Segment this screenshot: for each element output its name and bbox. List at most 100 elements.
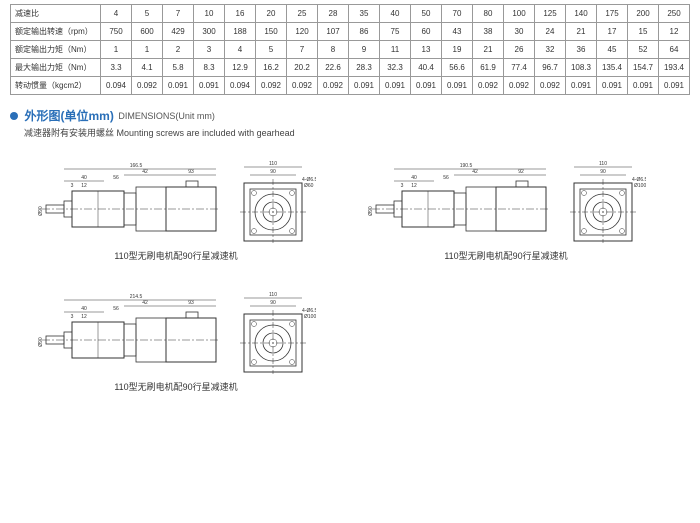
svg-text:166.5: 166.5 <box>130 163 143 169</box>
svg-text:56: 56 <box>113 306 119 312</box>
svg-text:12: 12 <box>81 183 87 189</box>
table-cell: 52 <box>628 41 659 59</box>
table-cell: 24 <box>535 23 566 41</box>
table-cell: 22.6 <box>318 59 349 77</box>
table-cell: 175 <box>597 5 628 23</box>
table-cell: 75 <box>380 23 411 41</box>
table-cell: 28 <box>318 5 349 23</box>
table-cell: 600 <box>132 23 163 41</box>
table-cell: 64 <box>659 41 690 59</box>
table-cell: 4.1 <box>132 59 163 77</box>
row-label: 减速比 <box>11 5 101 23</box>
table-cell: 35 <box>349 5 380 23</box>
table-cell: 154.7 <box>628 59 659 77</box>
diagram-block: 214.5 42 93 40 56 3 12 Ø90 110 90 4-Ø6.5… <box>16 288 336 393</box>
table-cell: 0.091 <box>163 77 194 95</box>
table-cell: 19 <box>442 41 473 59</box>
section-subtitle: 减速器附有安装用螺丝 Mounting screws are included … <box>0 126 700 149</box>
table-cell: 750 <box>101 23 132 41</box>
table-cell: 0.092 <box>256 77 287 95</box>
table-cell: 32.3 <box>380 59 411 77</box>
table-cell: 5 <box>132 5 163 23</box>
table-cell: 0.092 <box>132 77 163 95</box>
table-cell: 0.092 <box>535 77 566 95</box>
table-row: 转动惯量（kgcm2）0.0940.0920.0910.0910.0940.09… <box>11 77 690 95</box>
svg-text:214.5: 214.5 <box>130 294 143 300</box>
table-cell: 0.092 <box>504 77 535 95</box>
table-cell: 50 <box>411 5 442 23</box>
table-cell: 20 <box>256 5 287 23</box>
svg-text:93: 93 <box>188 169 194 175</box>
row-label: 额定输出转速（rpm） <box>11 23 101 41</box>
svg-text:56: 56 <box>443 175 449 181</box>
side-view-drawing: 166.5 42 93 40 56 3 12 Ø90 <box>36 157 226 245</box>
svg-text:12: 12 <box>81 314 87 320</box>
table-cell: 0.091 <box>597 77 628 95</box>
table-cell: 100 <box>504 5 535 23</box>
svg-text:40: 40 <box>81 175 87 181</box>
table-cell: 86 <box>349 23 380 41</box>
table-cell: 32 <box>535 41 566 59</box>
table-cell: 5 <box>256 41 287 59</box>
table-cell: 120 <box>287 23 318 41</box>
table-cell: 300 <box>194 23 225 41</box>
table-cell: 0.091 <box>194 77 225 95</box>
table-cell: 0.094 <box>101 77 132 95</box>
svg-text:Ø60: Ø60 <box>304 183 314 189</box>
table-cell: 8.3 <box>194 59 225 77</box>
table-cell: 77.4 <box>504 59 535 77</box>
svg-text:12: 12 <box>411 183 417 189</box>
table-cell: 80 <box>473 5 504 23</box>
front-view-drawing: 110 90 4-Ø6.5 Ø100 <box>560 157 646 245</box>
diagrams-area: 166.5 42 93 40 56 3 12 Ø90 110 90 4-Ø6.5… <box>0 149 700 393</box>
table-cell: 108.3 <box>566 59 597 77</box>
table-cell: 0.094 <box>225 77 256 95</box>
svg-text:93: 93 <box>188 300 194 306</box>
table-cell: 125 <box>535 5 566 23</box>
svg-text:190.5: 190.5 <box>460 163 473 169</box>
section-title-en: DIMENSIONS(Unit mm) <box>118 111 215 121</box>
table-cell: 43 <box>442 23 473 41</box>
svg-text:110: 110 <box>599 161 607 167</box>
table-cell: 7 <box>163 5 194 23</box>
table-cell: 0.091 <box>380 77 411 95</box>
svg-text:Ø90: Ø90 <box>368 206 374 216</box>
svg-text:90: 90 <box>270 300 276 306</box>
table-cell: 10 <box>194 5 225 23</box>
table-cell: 28.3 <box>349 59 380 77</box>
svg-text:3: 3 <box>71 183 74 189</box>
table-cell: 5.8 <box>163 59 194 77</box>
table-cell: 3.3 <box>101 59 132 77</box>
table-cell: 0.092 <box>318 77 349 95</box>
table-cell: 3 <box>194 41 225 59</box>
row-label: 最大输出力矩（Nm） <box>11 59 101 77</box>
table-cell: 40.4 <box>411 59 442 77</box>
svg-text:Ø90: Ø90 <box>38 206 44 216</box>
table-cell: 0.092 <box>473 77 504 95</box>
svg-text:Ø100: Ø100 <box>634 183 646 189</box>
table-cell: 25 <box>287 5 318 23</box>
table-cell: 21 <box>566 23 597 41</box>
table-cell: 45 <box>597 41 628 59</box>
table-row: 额定输出力矩（Nm）11234578911131921263236455264 <box>11 41 690 59</box>
diagram-caption: 110型无刷电机配90行星减速机 <box>444 249 567 262</box>
svg-text:3: 3 <box>71 314 74 320</box>
diagram-block: 190.5 42 92 40 56 3 12 Ø90 110 90 4-Ø6.5… <box>346 157 666 262</box>
table-cell: 61.9 <box>473 59 504 77</box>
table-cell: 9 <box>349 41 380 59</box>
front-view-drawing: 110 90 4-Ø6.5 Ø100 <box>230 288 316 376</box>
svg-text:3: 3 <box>401 183 404 189</box>
table-cell: 1 <box>132 41 163 59</box>
table-cell: 4 <box>101 5 132 23</box>
table-cell: 193.4 <box>659 59 690 77</box>
table-cell: 21 <box>473 41 504 59</box>
diagram-caption: 110型无刷电机配90行星减速机 <box>114 380 237 393</box>
side-view-drawing: 190.5 42 92 40 56 3 12 Ø90 <box>366 157 556 245</box>
svg-text:90: 90 <box>270 169 276 175</box>
svg-text:Ø100: Ø100 <box>304 314 316 320</box>
svg-text:90: 90 <box>600 169 606 175</box>
table-cell: 0.091 <box>411 77 442 95</box>
table-cell: 13 <box>411 41 442 59</box>
svg-text:40: 40 <box>411 175 417 181</box>
table-cell: 30 <box>504 23 535 41</box>
